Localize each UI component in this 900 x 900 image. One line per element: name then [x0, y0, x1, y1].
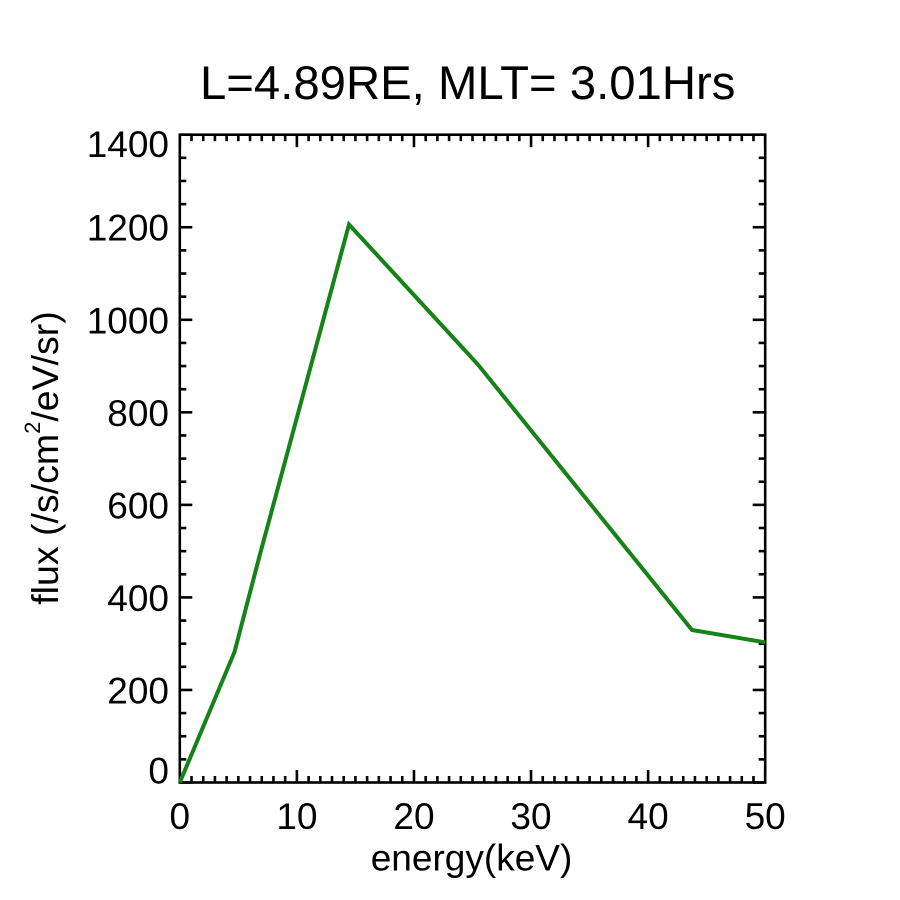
svg-text:0: 0 [148, 751, 169, 792]
svg-text:1400: 1400 [87, 124, 169, 165]
svg-text:30: 30 [510, 796, 551, 837]
svg-text:400: 400 [107, 578, 169, 619]
svg-text:flux (/s/cm2/eV/sr): flux (/s/cm2/eV/sr) [20, 311, 66, 605]
svg-text:20: 20 [393, 796, 434, 837]
svg-text:50: 50 [745, 796, 786, 837]
svg-text:40: 40 [628, 796, 669, 837]
svg-text:600: 600 [107, 485, 169, 526]
svg-text:1000: 1000 [87, 300, 169, 341]
svg-text:1200: 1200 [87, 208, 169, 249]
svg-text:10: 10 [276, 796, 317, 837]
svg-text:0: 0 [170, 796, 191, 837]
svg-text:energy(keV): energy(keV) [371, 838, 573, 879]
svg-text:800: 800 [107, 393, 169, 434]
svg-text:200: 200 [107, 671, 169, 712]
svg-text:L=4.89RE, MLT= 3.01Hrs: L=4.89RE, MLT= 3.01Hrs [200, 57, 735, 110]
